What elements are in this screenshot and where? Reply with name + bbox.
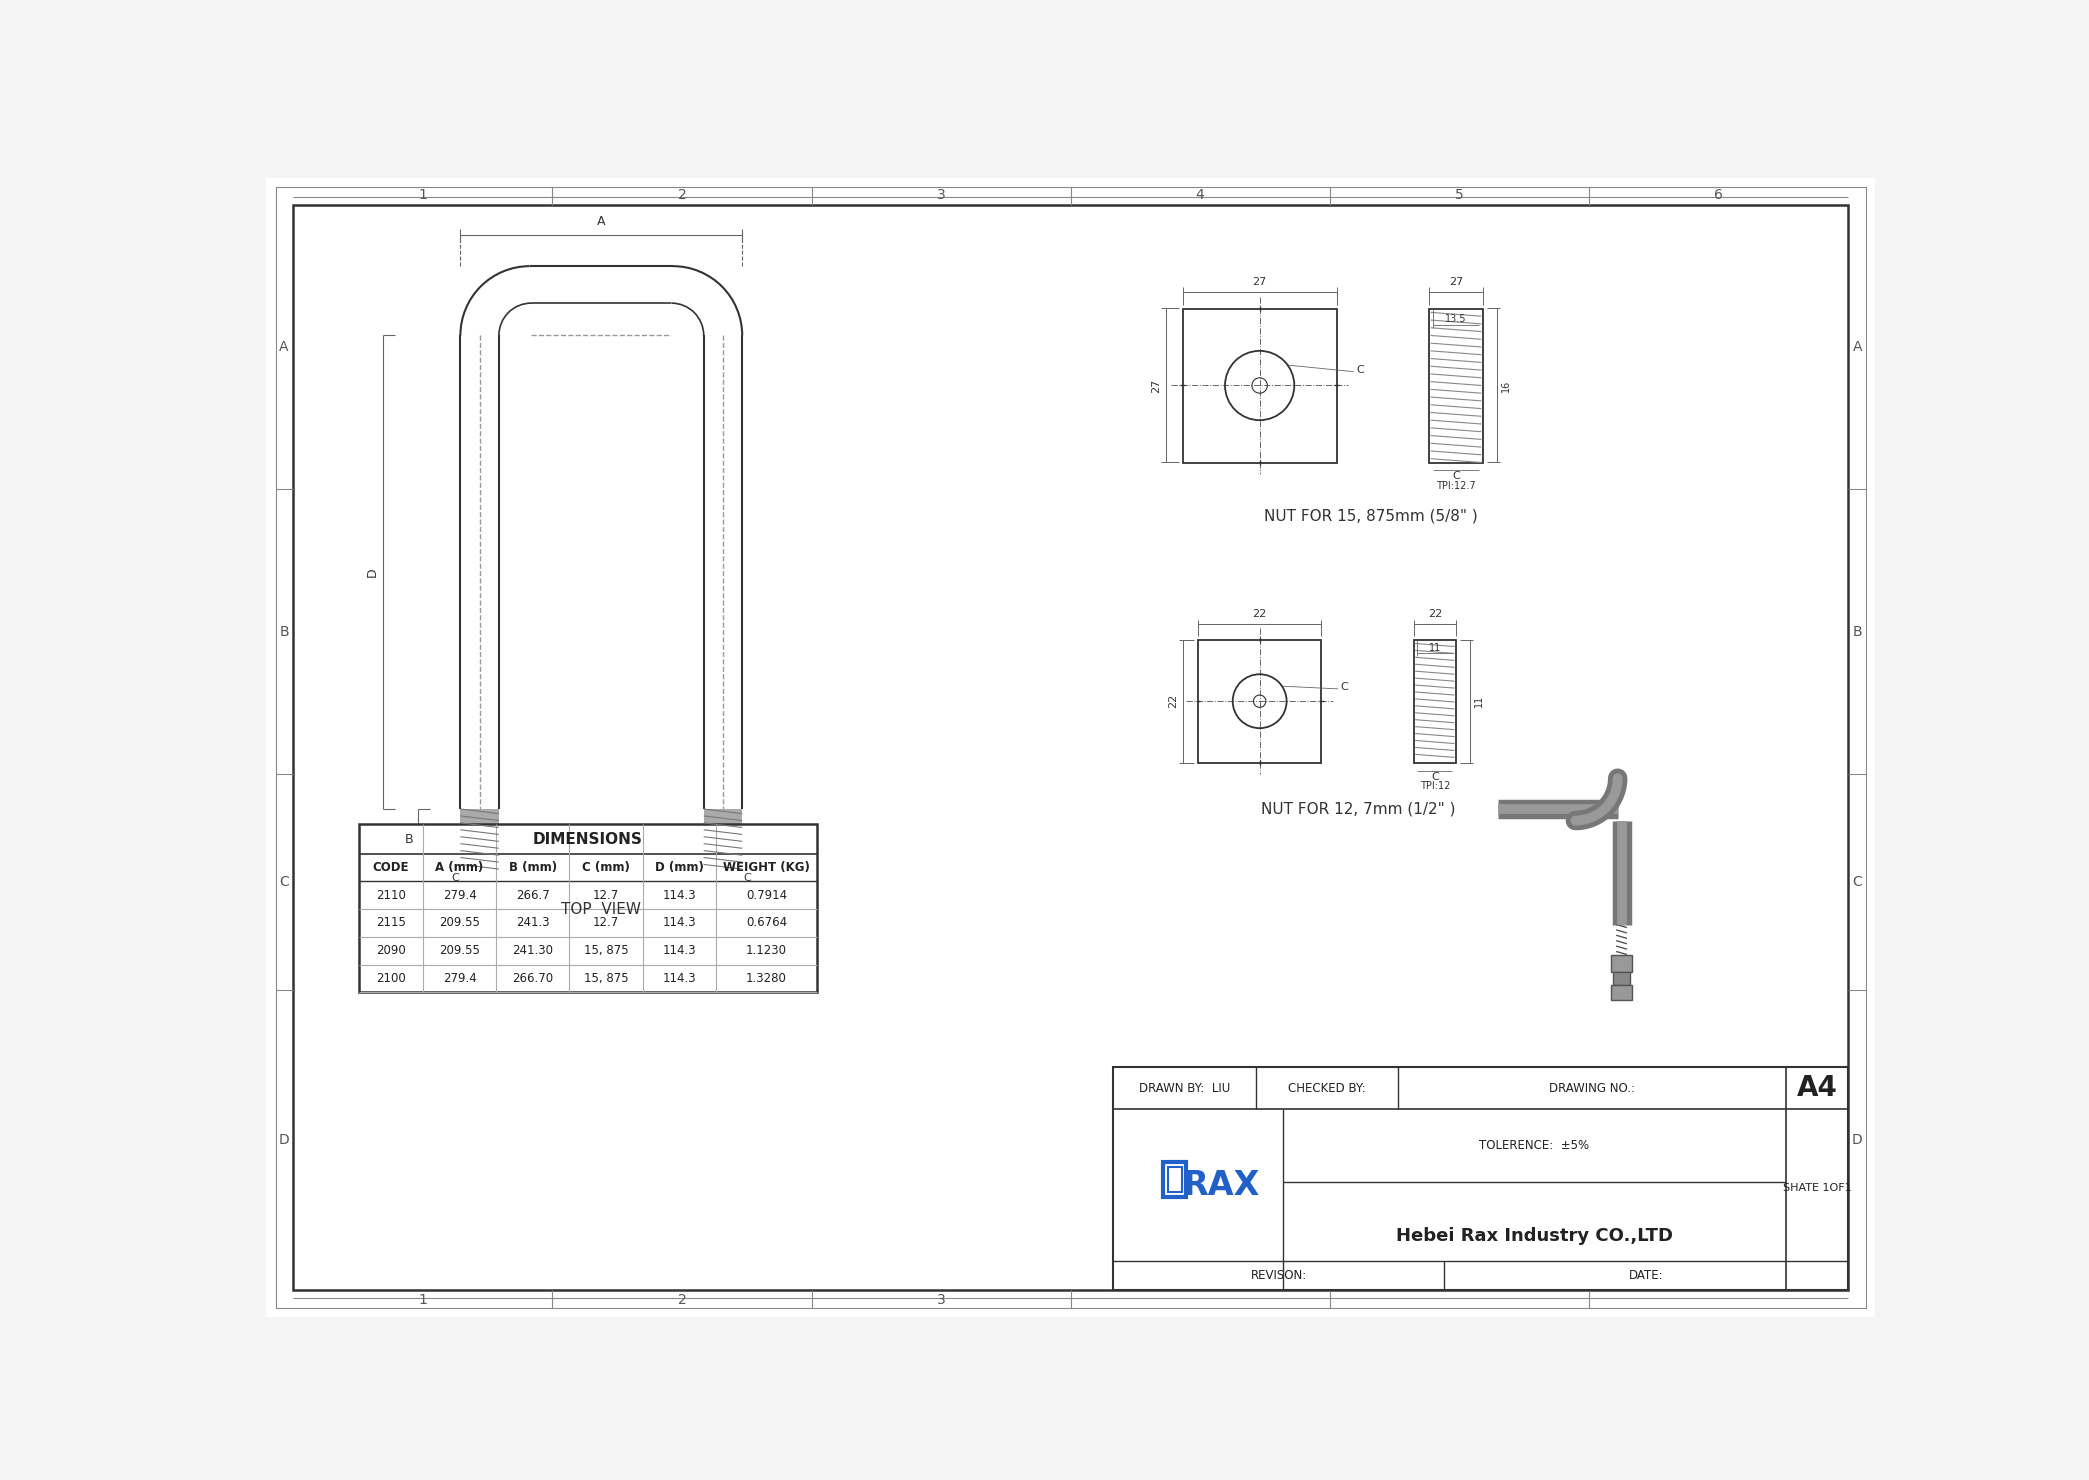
Text: 4: 4 xyxy=(1195,188,1205,203)
Text: 12.7: 12.7 xyxy=(593,888,618,901)
Bar xyxy=(359,824,817,992)
Text: 114.3: 114.3 xyxy=(662,944,696,958)
Text: 12.7: 12.7 xyxy=(593,916,618,929)
Text: C: C xyxy=(1853,875,1861,889)
Text: 241.30: 241.30 xyxy=(512,944,554,958)
Text: 13.5: 13.5 xyxy=(1446,314,1466,324)
Text: 22: 22 xyxy=(1253,610,1266,619)
Text: 3: 3 xyxy=(936,1294,946,1307)
Text: DRAWN BY:  LIU: DRAWN BY: LIU xyxy=(1139,1082,1230,1095)
Bar xyxy=(460,810,499,870)
Text: DATE:: DATE: xyxy=(1629,1270,1663,1282)
Text: 27: 27 xyxy=(1450,277,1462,287)
Text: A: A xyxy=(280,340,288,354)
Text: 114.3: 114.3 xyxy=(662,916,696,929)
Text: A: A xyxy=(597,215,606,228)
Text: 2115: 2115 xyxy=(376,916,405,929)
Text: 266.70: 266.70 xyxy=(512,972,554,984)
Text: B: B xyxy=(280,625,288,639)
Text: C: C xyxy=(744,873,752,884)
Text: B: B xyxy=(1853,625,1861,639)
Text: 1: 1 xyxy=(418,188,428,203)
Text: D: D xyxy=(278,1134,290,1147)
Text: 22: 22 xyxy=(1427,610,1441,619)
Text: 15, 875: 15, 875 xyxy=(583,972,629,984)
Text: 22: 22 xyxy=(1168,694,1178,709)
Text: 209.55: 209.55 xyxy=(439,916,480,929)
Text: C: C xyxy=(1341,682,1347,693)
Text: C: C xyxy=(451,873,460,884)
Text: D (mm): D (mm) xyxy=(656,861,704,875)
Text: A: A xyxy=(1853,340,1861,354)
Text: C (mm): C (mm) xyxy=(583,861,631,875)
Text: 1: 1 xyxy=(418,1294,428,1307)
Text: TOP  VIEW: TOP VIEW xyxy=(562,901,641,916)
Text: 2110: 2110 xyxy=(376,888,405,901)
Text: C: C xyxy=(1431,771,1439,781)
Text: C: C xyxy=(280,875,288,889)
Text: 6: 6 xyxy=(1713,188,1723,203)
Text: 16: 16 xyxy=(1502,379,1510,392)
Text: B: B xyxy=(405,833,414,847)
Text: 209.55: 209.55 xyxy=(439,944,480,958)
Text: TPI:12.7: TPI:12.7 xyxy=(1435,481,1475,490)
Text: B (mm): B (mm) xyxy=(510,861,558,875)
Text: 279.4: 279.4 xyxy=(443,888,476,901)
Text: D: D xyxy=(366,567,378,577)
Text: 241.3: 241.3 xyxy=(516,916,549,929)
Text: SHATE 1OF1: SHATE 1OF1 xyxy=(1782,1183,1851,1193)
Text: NUT FOR 15, 875mm (5/8" ): NUT FOR 15, 875mm (5/8" ) xyxy=(1264,509,1479,524)
Text: 2: 2 xyxy=(677,1294,687,1307)
Text: DIMENSIONS: DIMENSIONS xyxy=(533,832,643,847)
Text: RAX: RAX xyxy=(1182,1169,1260,1202)
Text: WEIGHT (KG): WEIGHT (KG) xyxy=(723,861,811,875)
Text: 1.1230: 1.1230 xyxy=(746,944,788,958)
Text: 11: 11 xyxy=(1429,644,1441,653)
Text: 15, 875: 15, 875 xyxy=(583,944,629,958)
Text: D: D xyxy=(1851,1134,1863,1147)
Text: NUT FOR 12, 7mm (1/2" ): NUT FOR 12, 7mm (1/2" ) xyxy=(1260,802,1456,817)
Text: 0.7914: 0.7914 xyxy=(746,888,788,901)
Bar xyxy=(1199,639,1320,762)
Text: 3: 3 xyxy=(936,188,946,203)
Text: 2090: 2090 xyxy=(376,944,405,958)
Text: C: C xyxy=(1356,366,1364,374)
Bar xyxy=(1113,1067,1849,1291)
Text: 2100: 2100 xyxy=(376,972,405,984)
Bar xyxy=(1168,1166,1182,1191)
Bar xyxy=(1613,972,1629,984)
Text: TPI:12: TPI:12 xyxy=(1421,781,1450,790)
Text: 0.6764: 0.6764 xyxy=(746,916,788,929)
Text: 27: 27 xyxy=(1151,379,1161,392)
Text: REVISON:: REVISON: xyxy=(1251,1270,1308,1282)
Text: DRAWING NO.:: DRAWING NO.: xyxy=(1550,1082,1636,1095)
Text: 27: 27 xyxy=(1253,277,1266,287)
Bar xyxy=(1164,1162,1187,1197)
Text: CODE: CODE xyxy=(372,861,409,875)
Bar xyxy=(1182,308,1337,462)
Text: 279.4: 279.4 xyxy=(443,972,476,984)
Text: 114.3: 114.3 xyxy=(662,972,696,984)
Bar xyxy=(704,810,742,870)
Text: 114.3: 114.3 xyxy=(662,888,696,901)
Text: TOLERENCE:  ±5%: TOLERENCE: ±5% xyxy=(1479,1140,1590,1151)
Bar xyxy=(1429,308,1483,462)
Text: 5: 5 xyxy=(1454,188,1464,203)
Text: A4: A4 xyxy=(1797,1074,1838,1103)
Text: 2: 2 xyxy=(677,188,687,203)
Bar xyxy=(1414,639,1456,762)
Text: 1.3280: 1.3280 xyxy=(746,972,788,984)
Text: C: C xyxy=(1452,471,1460,481)
Text: A (mm): A (mm) xyxy=(435,861,485,875)
Text: Hebei Rax Industry CO.,LTD: Hebei Rax Industry CO.,LTD xyxy=(1395,1227,1673,1245)
Text: 266.7: 266.7 xyxy=(516,888,549,901)
Bar xyxy=(1611,984,1632,1000)
Text: CHECKED BY:: CHECKED BY: xyxy=(1289,1082,1366,1095)
Text: 11: 11 xyxy=(1475,696,1483,707)
Bar xyxy=(1611,955,1632,972)
